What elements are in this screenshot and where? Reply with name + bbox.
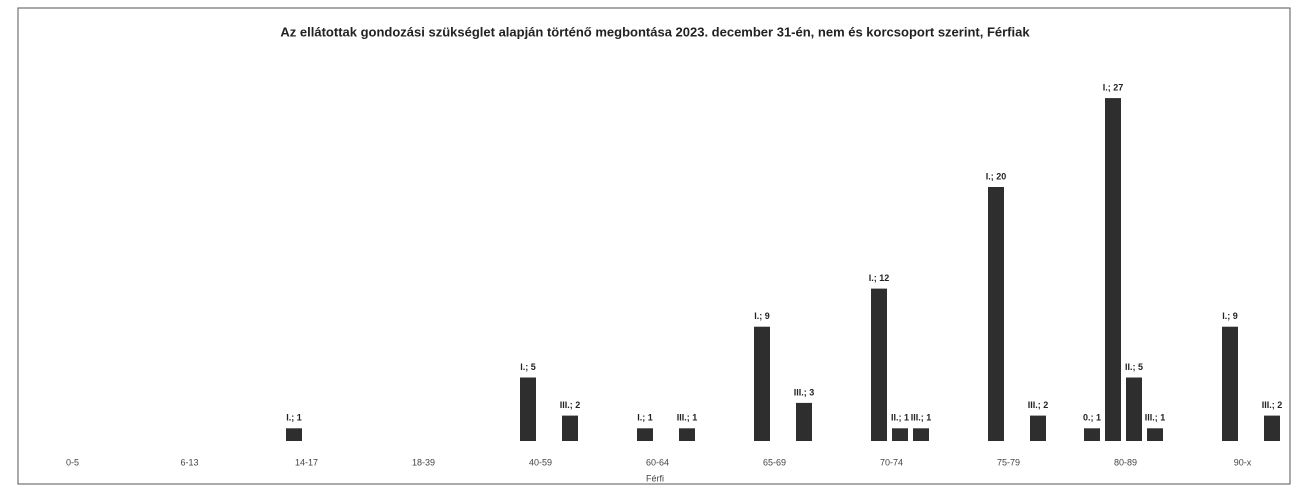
bar bbox=[679, 428, 695, 441]
bar bbox=[286, 428, 302, 441]
bar bbox=[754, 326, 770, 441]
chart-title: Az ellátottak gondozási szükséglet alapj… bbox=[280, 24, 1030, 39]
bar bbox=[520, 377, 536, 441]
x-tick-label: 40-59 bbox=[529, 457, 552, 467]
data-label: III.; 2 bbox=[560, 400, 581, 410]
bar bbox=[913, 428, 929, 441]
data-label: III.; 3 bbox=[794, 387, 815, 397]
data-label: I.; 9 bbox=[754, 311, 770, 321]
x-tick-label: 6-13 bbox=[180, 457, 198, 467]
bar bbox=[1126, 377, 1142, 441]
data-label: I.; 12 bbox=[869, 273, 890, 283]
x-tick-label: 90-x bbox=[1234, 457, 1252, 467]
x-tick-label: 70-74 bbox=[880, 457, 903, 467]
data-label: II.; 1 bbox=[891, 413, 909, 423]
x-tick-label: 14-17 bbox=[295, 457, 318, 467]
x-tick-label: 0-5 bbox=[66, 457, 79, 467]
x-tick-label: 65-69 bbox=[763, 457, 786, 467]
bar bbox=[562, 415, 578, 441]
data-label: II.; 5 bbox=[1125, 362, 1143, 372]
data-label: III.; 1 bbox=[911, 413, 932, 423]
chart-frame bbox=[17, 7, 1291, 485]
bar bbox=[892, 428, 908, 441]
data-label: I.; 5 bbox=[520, 362, 536, 372]
x-axis-label: Férfi bbox=[646, 473, 664, 483]
bar bbox=[1105, 98, 1121, 441]
data-label: III.; 1 bbox=[1145, 413, 1166, 423]
data-label: I.; 9 bbox=[1222, 311, 1238, 321]
data-label: I.; 1 bbox=[286, 413, 302, 423]
data-label: 0.; 1 bbox=[1083, 413, 1101, 423]
x-tick-label: 18-39 bbox=[412, 457, 435, 467]
bar bbox=[988, 187, 1004, 441]
x-tick-label: 75-79 bbox=[997, 457, 1020, 467]
bar bbox=[1222, 326, 1238, 441]
bar bbox=[1147, 428, 1163, 441]
bar bbox=[637, 428, 653, 441]
data-label: I.; 1 bbox=[637, 413, 653, 423]
data-label: I.; 27 bbox=[1103, 82, 1124, 92]
bar bbox=[796, 402, 812, 441]
data-label: III.; 1 bbox=[677, 413, 698, 423]
bar bbox=[1084, 428, 1100, 441]
data-label: III.; 2 bbox=[1262, 400, 1283, 410]
bar bbox=[871, 288, 887, 441]
x-tick-label: 60-64 bbox=[646, 457, 669, 467]
data-label: III.; 2 bbox=[1028, 400, 1049, 410]
data-label: I.; 20 bbox=[986, 171, 1007, 181]
bar bbox=[1264, 415, 1280, 441]
bar bbox=[1030, 415, 1046, 441]
x-tick-label: 80-89 bbox=[1114, 457, 1137, 467]
